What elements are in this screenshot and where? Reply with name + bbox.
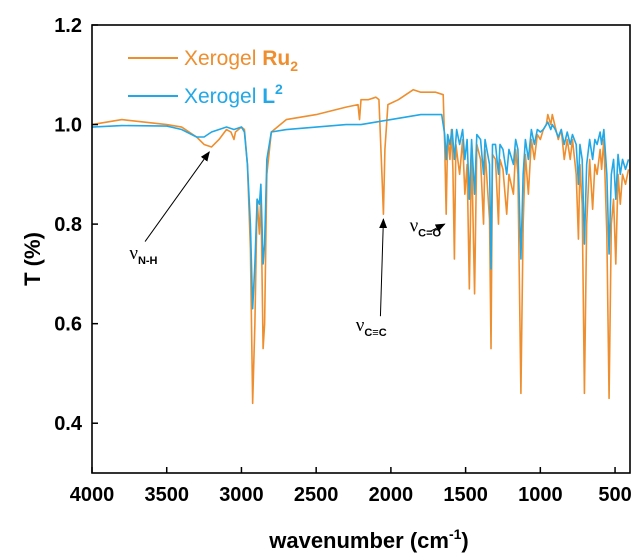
- series-line-1: [92, 88, 630, 405]
- series-line-2: [92, 113, 630, 310]
- legend-label-1: Xerogel Ru2: [184, 47, 298, 74]
- y-tick-label: 1.0: [54, 115, 82, 137]
- y-tick-label: 0.8: [54, 214, 82, 236]
- annotations: νN-H νC≡C νC=O: [129, 151, 446, 339]
- y-tick-label: 0.6: [54, 314, 82, 336]
- series-layer: [92, 88, 630, 405]
- x-tick-label: 4000: [70, 484, 115, 506]
- x-axis-label: wavenumber (cm-1): [268, 526, 469, 553]
- annotation-label: νC=O: [410, 216, 442, 240]
- annotation-label: νN-H: [129, 243, 157, 267]
- plot-frame: [91, 24, 631, 474]
- legend: Xerogel Ru2 Xerogel L2: [128, 47, 298, 108]
- x-tick-label: 1000: [518, 484, 563, 506]
- x-tick-label: 1500: [443, 484, 488, 506]
- annotation-arrow: [144, 151, 210, 242]
- x-tick-label: 500: [598, 484, 631, 506]
- x-tick-label: 2000: [369, 484, 414, 506]
- y-axis-label: T (%): [20, 232, 45, 286]
- x-tick-label: 3000: [219, 484, 264, 506]
- y-axis: 0.4 0.6 0.8 1.0 1.2: [54, 15, 98, 435]
- x-tick-label: 3500: [144, 484, 189, 506]
- x-axis: 4000 3500 3000 2500 2000 1500 1000 500: [70, 467, 632, 506]
- y-tick-label: 0.4: [54, 413, 83, 435]
- annotation-arrow: [429, 223, 446, 233]
- annotation-label: νC≡C: [356, 315, 387, 339]
- legend-label-2: Xerogel L2: [184, 81, 283, 108]
- annotation-arrow: [379, 218, 388, 317]
- x-tick-label: 2500: [294, 484, 339, 506]
- y-tick-label: 1.2: [54, 15, 82, 37]
- x-axis-label-superscript: -1: [449, 526, 462, 542]
